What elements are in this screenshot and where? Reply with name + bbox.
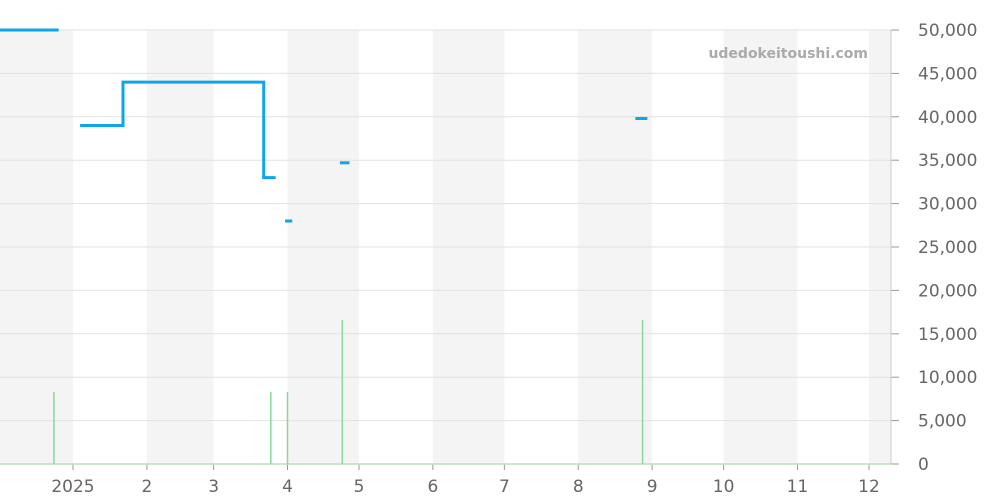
x-tick-label: 3 [208, 477, 219, 497]
x-tick-label: 4 [282, 477, 293, 497]
y-tick-label: 20,000 [918, 281, 977, 301]
y-tick-label: 15,000 [918, 325, 977, 345]
y-tick-label: 45,000 [918, 64, 977, 84]
x-tick-label: 11 [787, 477, 809, 497]
x-tick-label: 12 [858, 477, 880, 497]
y-tick-label: 35,000 [918, 151, 977, 171]
x-tick-label: 9 [647, 477, 658, 497]
x-tick-label: 2025 [51, 477, 94, 497]
y-tick-label: 0 [918, 455, 929, 475]
x-tick-label: 8 [573, 477, 584, 497]
x-tick-label: 6 [427, 477, 438, 497]
x-tick-label: 7 [499, 477, 510, 497]
watermark: udedokeitoushi.com [708, 46, 868, 62]
y-tick-label: 30,000 [918, 195, 977, 215]
y-tick-label: 5,000 [918, 412, 967, 432]
price-line [80, 80, 276, 180]
y-tick-label: 40,000 [918, 108, 977, 128]
x-tick-label: 10 [713, 477, 735, 497]
x-tick-label: 2 [141, 477, 152, 497]
y-tick-label: 25,000 [918, 238, 977, 258]
x-tick-label: 5 [354, 477, 365, 497]
y-tick-label: 50,000 [918, 21, 977, 41]
y-tick-label: 10,000 [918, 368, 977, 388]
